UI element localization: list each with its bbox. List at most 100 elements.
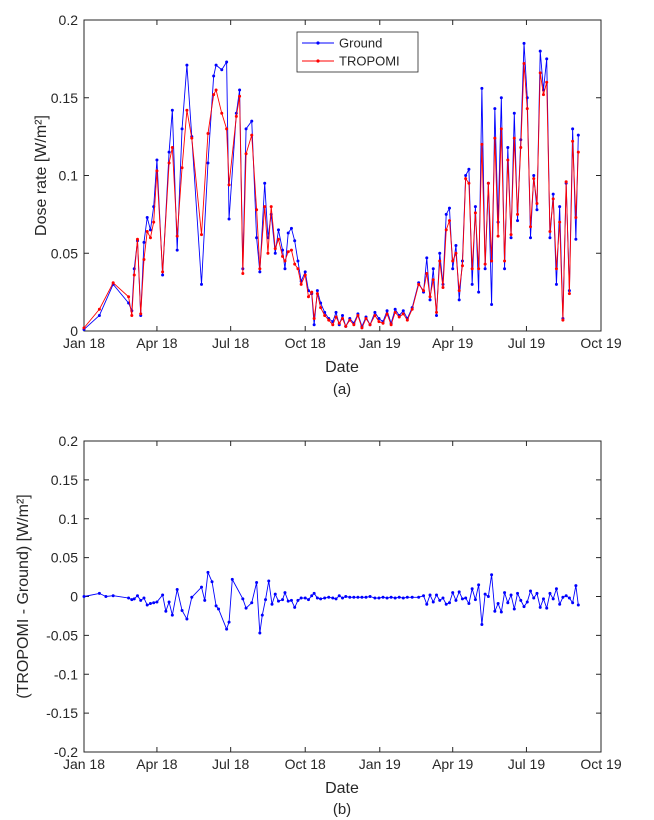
data-point-tropomi [541, 93, 545, 97]
data-point-difference [104, 595, 108, 598]
data-point-ground [161, 273, 165, 277]
x-tick-label: Jul 19 [508, 756, 546, 772]
data-point-difference [373, 596, 377, 600]
data-point-difference [82, 595, 86, 598]
data-point-tropomi [293, 262, 297, 266]
data-point-tropomi [493, 136, 497, 140]
data-point-difference [296, 598, 300, 602]
data-point-ground [276, 228, 280, 232]
data-point-difference [490, 573, 494, 577]
data-point-ground [493, 107, 497, 111]
x-tick-label: Apr 19 [432, 335, 473, 351]
data-point-tropomi [276, 237, 280, 241]
data-point-difference [152, 601, 156, 605]
data-point-ground [538, 49, 542, 53]
y-tick-label: -0.1 [54, 666, 78, 682]
data-point-ground [532, 174, 536, 177]
data-point-ground [220, 68, 224, 72]
y-tick-label: -0.2 [54, 744, 78, 760]
data-point-difference [574, 584, 578, 588]
data-point-tropomi [227, 183, 231, 187]
data-point-difference [493, 609, 497, 613]
data-point-ground [263, 181, 267, 185]
data-point-difference [293, 605, 297, 609]
legend-ground-marker-swatch [316, 41, 320, 45]
x-tick-label: Jul 18 [212, 335, 250, 351]
data-point-ground [334, 310, 338, 314]
data-point-tropomi [132, 273, 136, 277]
data-point-difference [258, 631, 262, 635]
legend-ground-label: Ground [339, 36, 382, 51]
data-point-difference [561, 595, 565, 599]
panel-b-y-axis-label: (TROPOMI - Ground) [W/m²] [15, 494, 32, 698]
data-point-ground [393, 307, 397, 311]
panel-a-series-group [82, 41, 580, 331]
data-point-tropomi [405, 318, 409, 322]
data-point-ground [180, 127, 184, 131]
data-point-difference [310, 594, 314, 598]
data-point-tropomi [503, 259, 507, 263]
data-point-difference [486, 595, 490, 598]
data-point-difference [444, 602, 448, 606]
y-tick-label: -0.05 [46, 627, 78, 643]
data-point-ground [373, 310, 377, 314]
data-point-ground [425, 256, 429, 260]
data-point-difference [341, 596, 344, 600]
data-point-tropomi [283, 259, 287, 263]
legend-tropomi-marker-swatch [316, 59, 320, 63]
data-point-difference [167, 600, 171, 604]
data-point-ground [312, 323, 316, 327]
data-point-ground [244, 127, 248, 131]
data-point-difference [145, 603, 149, 607]
data-point-tropomi [576, 150, 580, 154]
data-point-tropomi [296, 267, 300, 271]
data-point-difference [467, 602, 471, 605]
data-point-tropomi [145, 229, 149, 233]
data-point-ground [296, 259, 300, 263]
data-point-difference [512, 607, 516, 611]
data-point-tropomi [464, 177, 468, 181]
y-tick-label: 0 [70, 323, 78, 339]
data-point-ground [545, 57, 549, 61]
x-tick-label: Jul 18 [212, 756, 250, 772]
data-point-difference [417, 595, 421, 599]
data-point-ground [438, 251, 442, 255]
data-point-tropomi [180, 166, 184, 170]
data-point-difference [457, 590, 461, 594]
data-point-tropomi [535, 201, 539, 205]
data-point-tropomi [522, 62, 526, 66]
data-point-tropomi [558, 220, 562, 224]
data-point-tropomi [545, 80, 549, 84]
data-point-difference [377, 596, 381, 600]
data-point-tropomi [428, 295, 432, 299]
y-tick-label: 0 [70, 589, 78, 605]
data-point-tropomi [389, 323, 393, 327]
data-point-tropomi [519, 146, 523, 150]
x-tick-label: Oct 19 [580, 335, 621, 351]
data-point-ground [535, 208, 539, 212]
data-point-ground [548, 236, 552, 240]
data-point-difference [142, 596, 146, 600]
data-point-tropomi [139, 312, 143, 316]
data-point-tropomi [167, 161, 171, 165]
data-point-tropomi [480, 142, 484, 146]
data-point-tropomi [525, 107, 529, 111]
data-point-tropomi [401, 312, 405, 316]
data-point-tropomi [312, 317, 316, 321]
data-point-difference [225, 627, 229, 631]
x-tick-label: Oct 18 [285, 756, 326, 772]
data-point-ground [509, 236, 513, 240]
data-point-tropomi [348, 318, 352, 322]
y-tick-label: 0.15 [51, 90, 78, 106]
data-point-tropomi [255, 208, 259, 212]
series-markers-tropomi [82, 62, 580, 330]
data-point-tropomi [496, 234, 500, 238]
data-point-difference [327, 595, 331, 599]
data-point-ground [447, 206, 451, 210]
data-point-ground [457, 298, 461, 302]
data-point-ground [490, 303, 494, 307]
data-point-difference [447, 601, 451, 605]
data-point-ground [503, 267, 507, 271]
data-point-difference [496, 602, 500, 605]
